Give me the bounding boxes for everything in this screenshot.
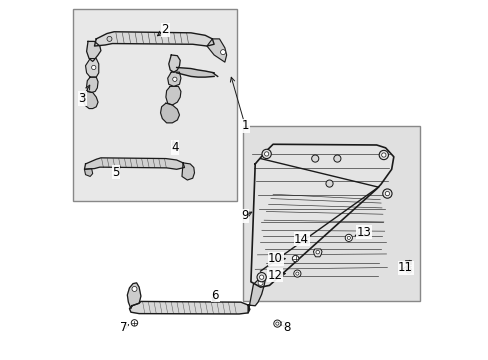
Circle shape [311, 155, 318, 162]
Circle shape [275, 322, 278, 325]
Polygon shape [84, 168, 93, 176]
Polygon shape [94, 32, 214, 46]
Circle shape [315, 250, 319, 254]
Circle shape [292, 255, 298, 262]
Circle shape [262, 149, 271, 158]
Text: 7: 7 [120, 321, 127, 334]
Polygon shape [82, 91, 98, 109]
Polygon shape [182, 163, 194, 180]
Polygon shape [160, 103, 179, 123]
Polygon shape [250, 144, 393, 287]
Circle shape [91, 65, 96, 69]
Bar [242, 126, 419, 301]
Polygon shape [86, 41, 101, 62]
Polygon shape [129, 301, 249, 314]
Polygon shape [206, 39, 226, 62]
Polygon shape [167, 72, 181, 86]
Polygon shape [85, 59, 99, 77]
Polygon shape [313, 249, 322, 257]
Polygon shape [247, 277, 264, 313]
Text: 2: 2 [161, 23, 168, 36]
Polygon shape [127, 283, 141, 309]
Text: 3: 3 [79, 92, 86, 105]
Text: 4: 4 [171, 141, 178, 154]
Bar [73, 9, 237, 202]
Polygon shape [84, 158, 184, 169]
Circle shape [258, 280, 263, 285]
Text: 14: 14 [294, 233, 308, 246]
Text: 13: 13 [356, 226, 371, 239]
Polygon shape [176, 67, 214, 77]
Text: 12: 12 [267, 269, 282, 282]
Text: 9: 9 [241, 209, 248, 222]
Circle shape [295, 272, 298, 275]
Circle shape [385, 192, 389, 196]
Text: 10: 10 [267, 252, 283, 265]
Circle shape [264, 152, 268, 156]
Circle shape [257, 273, 266, 282]
Circle shape [378, 150, 387, 159]
Circle shape [132, 287, 137, 292]
Text: 6: 6 [211, 288, 219, 302]
Circle shape [293, 270, 300, 277]
Circle shape [131, 320, 138, 326]
Circle shape [172, 77, 177, 81]
Circle shape [381, 153, 385, 157]
Circle shape [281, 321, 285, 326]
Circle shape [325, 180, 332, 187]
Circle shape [405, 267, 411, 273]
Polygon shape [165, 86, 181, 105]
Polygon shape [86, 77, 98, 93]
Circle shape [345, 234, 352, 242]
Circle shape [220, 50, 225, 55]
Circle shape [259, 275, 263, 279]
Circle shape [107, 36, 112, 41]
Circle shape [382, 189, 391, 198]
Circle shape [273, 320, 281, 327]
Text: 8: 8 [283, 321, 290, 334]
Circle shape [333, 155, 340, 162]
Text: 1: 1 [241, 119, 248, 132]
Text: 5: 5 [112, 166, 120, 179]
Polygon shape [168, 55, 180, 72]
Text: 11: 11 [397, 261, 412, 274]
Circle shape [346, 236, 350, 239]
Circle shape [407, 269, 409, 272]
